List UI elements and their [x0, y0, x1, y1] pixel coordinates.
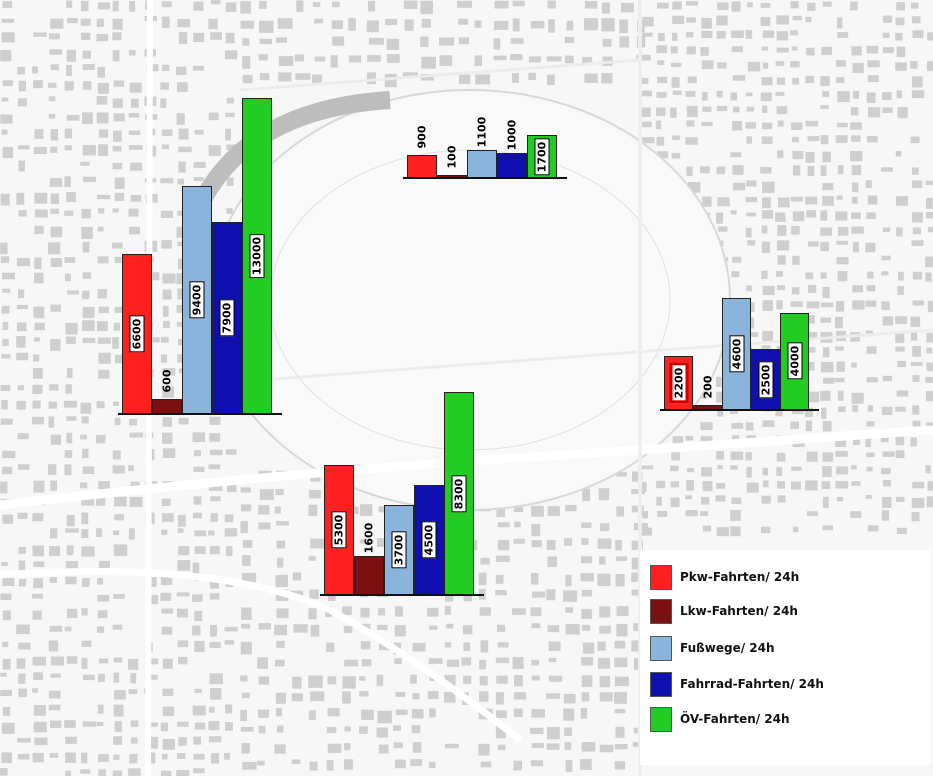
bar-label-east-lkw: 200	[701, 375, 714, 399]
chart-baseline-north	[403, 177, 567, 179]
bar-label-south-fuss: 3700	[391, 531, 407, 569]
chart-baseline-east	[660, 409, 819, 411]
bar-label-north-lkw: 100	[445, 145, 459, 169]
legend-label-pkw: Pkw-Fahrten/ 24h	[680, 570, 800, 584]
legend-label-lkw: Lkw-Fahrten/ 24h	[680, 604, 798, 618]
bar-label-south-lkw: 1600	[362, 522, 376, 554]
traffic-chart-east: 2200 200 4600 2500 4000	[660, 298, 819, 411]
legend-label-fahrrad: Fahrrad-Fahrten/ 24h	[680, 677, 824, 691]
bar-label-north-fuss: 1100	[475, 116, 489, 148]
chart-baseline-west	[118, 413, 282, 415]
bar-label-north-oev: 1700	[534, 138, 550, 175]
bar-label-west-lkw: 600	[160, 369, 174, 393]
legend: Pkw-Fahrten/ 24h Lkw-Fahrten/ 24h Fußweg…	[640, 550, 930, 765]
legend-swatch-oev	[650, 707, 672, 732]
bar-north-fahrrad	[497, 152, 527, 178]
bar-label-east-fuss: 4600	[729, 335, 744, 373]
bar-label-east-oev: 4000	[787, 342, 802, 380]
bar-west-lkw	[152, 399, 182, 414]
bar-west-fuss	[182, 185, 212, 414]
bar-label-east-fahrrad: 2500	[758, 361, 773, 398]
bar-south-lkw	[354, 555, 384, 595]
bar-label-west-fahrrad: 7900	[219, 299, 235, 337]
bar-label-south-pkw: 5300	[331, 511, 347, 549]
bar-label-east-pkw: 2200	[669, 362, 688, 404]
traffic-chart-west: 6600 600 9400 7900 13000	[118, 98, 282, 415]
bar-label-south-oev: 8300	[451, 475, 467, 512]
bar-north-pkw	[407, 155, 437, 178]
legend-label-fuss: Fußwege/ 24h	[680, 641, 775, 655]
legend-swatch-pkw	[650, 565, 672, 590]
bar-label-south-fahrrad: 4500	[421, 521, 437, 559]
bar-north-fuss	[467, 150, 497, 178]
legend-swatch-fahrrad	[650, 672, 672, 697]
bar-label-west-fuss: 9400	[189, 281, 205, 319]
bar-label-north-fahrrad: 1000	[505, 119, 519, 151]
legend-label-oev: ÖV-Fahrten/ 24h	[680, 712, 790, 726]
legend-swatch-lkw	[650, 599, 672, 624]
legend-swatch-fuss	[650, 636, 672, 661]
bar-label-west-oev: 13000	[249, 233, 265, 279]
bar-label-north-pkw: 900	[415, 125, 429, 149]
bar-east-fuss	[722, 298, 751, 410]
bar-label-west-pkw: 6600	[129, 315, 145, 353]
chart-baseline-south	[320, 594, 484, 596]
traffic-chart-north: 900 100 1100 1000 1700	[403, 117, 567, 179]
traffic-chart-south: 5300 1600 3700 4500 8300	[320, 392, 484, 596]
